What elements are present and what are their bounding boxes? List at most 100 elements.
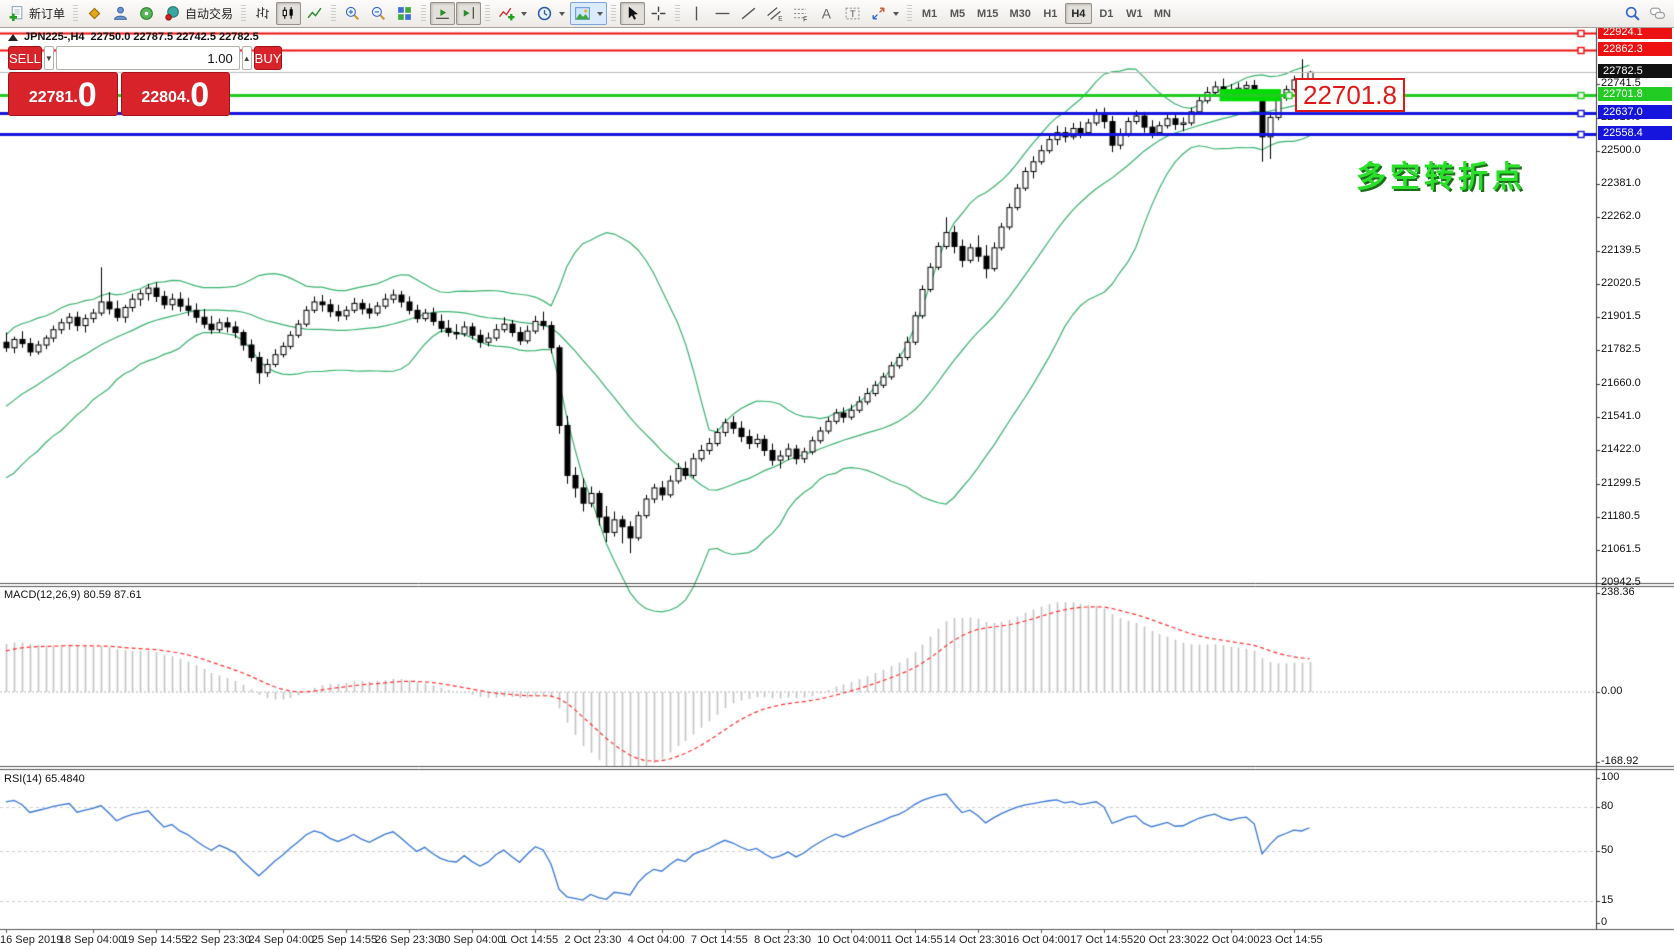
sell-price-display[interactable]: 22781. 0 — [8, 72, 118, 116]
line-chart-button[interactable] — [302, 2, 327, 25]
chat-button[interactable] — [1645, 2, 1670, 25]
signals-button[interactable] — [134, 2, 159, 25]
time-label-15: 14 Oct 23:30 — [943, 934, 1007, 946]
timeframe-w1[interactable]: W1 — [1126, 7, 1143, 20]
autotrade-label: 自动交易 — [185, 7, 234, 21]
arrows-dropdown-caret — [893, 11, 900, 16]
macd-name: MACD(12,26,9) — [4, 589, 81, 601]
autotrade-button[interactable]: 自动交易 — [160, 2, 237, 25]
crosshair-button[interactable] — [646, 2, 671, 25]
price-level-badge-22637.0: 22637.0 — [1598, 104, 1672, 119]
new-order-button[interactable]: 新订单 — [4, 2, 69, 25]
market-watch-icon — [88, 7, 101, 20]
timeframe-m5[interactable]: M5 — [949, 7, 966, 20]
macd-tick-238.36: 238.36 — [1601, 586, 1635, 598]
price-tick-21299.5: 21299.5 — [1601, 476, 1641, 489]
new-order-icon — [9, 6, 23, 21]
buy-price-main: 22804 — [141, 89, 186, 106]
autotrade-icon — [165, 6, 179, 21]
candlestick-chart-icon — [282, 7, 293, 19]
timeframe-d1[interactable]: D1 — [1099, 7, 1114, 20]
buy-button[interactable]: BUY — [253, 46, 283, 70]
periods-button[interactable] — [532, 2, 569, 25]
volume-decrease-button[interactable]: ▼ — [43, 46, 54, 70]
time-label-8: 1 Oct 14:55 — [501, 934, 559, 946]
search-icon — [1625, 6, 1640, 21]
timeframe-m30[interactable]: M30 — [1009, 7, 1031, 20]
svg-text:A: A — [822, 5, 832, 21]
toolbar-grip — [421, 4, 427, 23]
price-tick-22741.5: 22741.5 — [1601, 76, 1641, 89]
search-button[interactable] — [1620, 2, 1645, 25]
time-label-3: 22 Sep 23:30 — [185, 934, 251, 946]
zoom-out-button[interactable] — [366, 2, 391, 25]
time-label-2: 19 Sep 14:55 — [122, 934, 188, 946]
sell-button[interactable]: SELL — [8, 46, 42, 70]
navigator-button[interactable] — [108, 2, 133, 25]
indicators-button[interactable] — [494, 2, 531, 25]
volume-input[interactable] — [55, 46, 240, 70]
auto-scroll-icon — [436, 9, 449, 19]
arrows-tool[interactable] — [866, 2, 903, 25]
tile-windows-button[interactable] — [392, 2, 417, 25]
text-a-icon: A — [822, 5, 832, 21]
time-label-9: 2 Oct 23:30 — [564, 934, 622, 946]
tile-windows-icon — [398, 7, 411, 20]
new-order-label: 新订单 — [29, 7, 66, 21]
market-watch-button[interactable] — [82, 2, 107, 25]
navigator-person-icon — [114, 6, 127, 20]
channel-icon: E — [767, 7, 783, 22]
cursor-arrow-icon — [628, 6, 638, 20]
rsi-tick-80: 80 — [1601, 800, 1614, 812]
price-tag-22701[interactable]: 22701.8 — [1295, 78, 1405, 112]
chart-title: JPN225-,H4 22750.0 22787.5 22742.5 22782… — [8, 31, 259, 43]
timeframe-h1[interactable]: H1 — [1043, 7, 1058, 20]
templates-button[interactable] — [570, 2, 608, 25]
price-tick-22262.0: 22262.0 — [1601, 209, 1641, 222]
one-click-trading-panel: SELL ▼ ▲ BUY 22781.0 22804.0 — [8, 46, 283, 116]
toolbar-grip — [907, 4, 913, 23]
time-label-19: 22 Oct 04:00 — [1196, 934, 1260, 946]
timeframe-m15[interactable]: M15 — [977, 7, 999, 20]
timeframe-mn[interactable]: MN — [1153, 7, 1171, 20]
horizontal-line-tool[interactable] — [710, 2, 735, 25]
svg-text:E: E — [778, 15, 782, 22]
indicators-dropdown-caret — [521, 11, 528, 16]
time-label-10: 4 Oct 04:00 — [627, 934, 685, 946]
timeframe-m1[interactable]: M1 — [921, 7, 938, 20]
time-label-0: 16 Sep 2019 — [0, 934, 63, 946]
crosshair-icon — [651, 6, 666, 21]
arrows-icon — [872, 7, 885, 20]
price-tick-22020.5: 22020.5 — [1601, 276, 1641, 289]
price-tick-21180.5: 21180.5 — [1601, 509, 1640, 522]
vertical-line-tool[interactable] — [684, 2, 709, 25]
rsi-tick-0: 0 — [1601, 916, 1608, 928]
rsi-tick-15: 15 — [1601, 894, 1614, 907]
text-label-tool[interactable]: T — [840, 2, 865, 25]
chart-shift-button[interactable] — [456, 2, 482, 25]
bar-chart-button[interactable] — [250, 2, 275, 25]
price-tick-21901.5: 21901.5 — [1601, 309, 1641, 322]
candlestick-chart-button[interactable] — [276, 2, 302, 25]
price-tick-21660.0: 21660.0 — [1601, 376, 1641, 389]
one-click-collapse-arrow-icon[interactable] — [8, 33, 18, 41]
buy-price-display[interactable]: 22804. 0 — [120, 72, 230, 116]
equidistant-channel-tool[interactable]: E — [762, 2, 787, 25]
auto-scroll-button[interactable] — [430, 2, 456, 25]
fibonacci-tool[interactable]: F — [788, 2, 813, 25]
turning-point-annotation[interactable]: 多空转折点 — [1356, 161, 1526, 194]
template-icon — [575, 7, 590, 20]
price-level-badge-22782.5: 22782.5 — [1598, 64, 1672, 79]
add-indicator-icon — [499, 7, 515, 21]
zoom-in-button[interactable] — [340, 2, 365, 25]
price-tick-20942.5: 20942.5 — [1601, 576, 1641, 588]
timeframe-h4[interactable]: H4 — [1064, 3, 1092, 24]
text-tool[interactable]: A — [814, 2, 839, 25]
cursor-button[interactable] — [620, 2, 646, 25]
price-tick-21782.5: 21782.5 — [1601, 342, 1641, 355]
volume-increase-button[interactable]: ▲ — [241, 46, 252, 70]
rsi-indicator-label: RSI(14) 65.4840 — [4, 773, 85, 785]
trendline-tool[interactable] — [736, 2, 761, 25]
line-chart-icon — [307, 7, 322, 19]
